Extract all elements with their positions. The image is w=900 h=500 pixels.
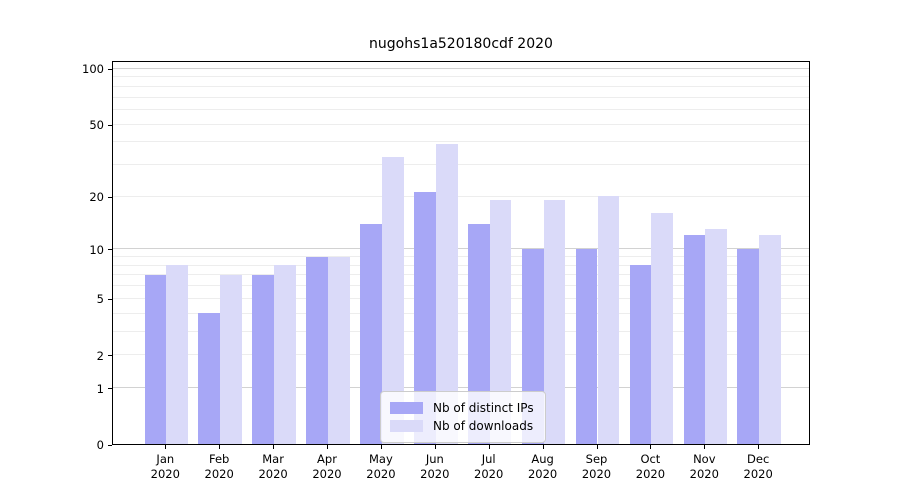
- x-tick-label-sep: Sep 2020: [581, 452, 612, 481]
- bar-distinct-ips-jun: [414, 192, 436, 444]
- x-tick-label-aug: Aug 2020: [527, 452, 558, 481]
- bar-distinct-ips-may: [360, 223, 382, 444]
- bar-distinct-ips-dec: [737, 248, 760, 444]
- x-tick-may: [380, 445, 382, 449]
- y-tick-label-20: 20: [89, 190, 104, 205]
- bar-downloads-may: [381, 157, 404, 444]
- y-tick-label-2: 2: [96, 348, 104, 363]
- gridline-90: [113, 76, 809, 78]
- bar-distinct-ips-jul: [467, 223, 490, 444]
- x-tick-nov: [704, 445, 706, 449]
- gridline-6: [113, 285, 809, 287]
- y-tick-20: [108, 196, 112, 198]
- y-tick-label-1: 1: [96, 381, 104, 396]
- bar-downloads-dec: [759, 235, 781, 444]
- x-tick-label-may: May 2020: [366, 452, 396, 481]
- bar-downloads-jan: [166, 265, 189, 444]
- bar-downloads-apr: [328, 256, 350, 444]
- gridline-8: [113, 264, 809, 266]
- gridline-30: [113, 164, 809, 166]
- gridline-10: [113, 248, 809, 250]
- x-tick-aug: [542, 445, 544, 449]
- x-tick-dec: [758, 445, 760, 449]
- x-tick-jun: [434, 445, 436, 449]
- gridline-7: [113, 274, 809, 276]
- gridline-2: [113, 354, 809, 356]
- y-tick-1: [108, 388, 112, 390]
- legend-label-distinct-ips: Nb of distinct IPs: [433, 401, 534, 415]
- bar-downloads-aug: [543, 200, 566, 444]
- bar-distinct-ips-apr: [306, 256, 328, 444]
- gridline-9: [113, 256, 809, 258]
- gridline-1: [113, 387, 809, 389]
- x-tick-label-jun: Jun 2020: [420, 452, 450, 481]
- x-tick-label-mar: Mar 2020: [258, 452, 288, 481]
- bar-downloads-jun: [435, 143, 458, 444]
- x-tick-label-jan: Jan 2020: [150, 452, 180, 481]
- y-tick-label-5: 5: [96, 292, 104, 307]
- y-tick-label-0: 0: [96, 438, 104, 452]
- x-tick-oct: [650, 445, 652, 449]
- x-tick-label-apr: Apr 2020: [312, 452, 342, 481]
- y-tick-2: [108, 355, 112, 357]
- gridline-20: [113, 195, 809, 197]
- legend-label-downloads: Nb of downloads: [433, 419, 534, 433]
- y-tick-5: [108, 298, 112, 300]
- bar-distinct-ips-jan: [144, 274, 167, 444]
- x-tick-sep: [596, 445, 598, 449]
- x-tick-jul: [488, 445, 490, 449]
- bar-downloads-sep: [597, 196, 620, 444]
- legend: Nb of distinct IPs Nb of downloads: [380, 391, 546, 443]
- bar-downloads-feb: [220, 274, 242, 444]
- gridline-60: [113, 108, 809, 110]
- y-tick-label-100: 100: [82, 62, 104, 77]
- gridline-3: [113, 330, 809, 332]
- bar-distinct-ips-feb: [198, 313, 221, 444]
- legend-item-distinct-ips: Nb of distinct IPs: [390, 400, 535, 416]
- bar-distinct-ips-mar: [252, 274, 275, 444]
- bar-distinct-ips-nov: [683, 235, 706, 444]
- bar-downloads-oct: [651, 213, 674, 444]
- bar-distinct-ips-oct: [629, 265, 652, 444]
- legend-swatch-distinct-ips: [390, 402, 423, 414]
- legend-item-downloads: Nb of downloads: [390, 418, 535, 434]
- y-tick-50: [108, 124, 112, 126]
- y-tick-10: [108, 249, 112, 251]
- bar-downloads-nov: [705, 229, 728, 444]
- gridline-50: [113, 123, 809, 125]
- x-tick-label-nov: Nov 2020: [689, 452, 719, 481]
- y-tick-100: [108, 68, 112, 70]
- gridline-100: [113, 67, 809, 69]
- gridline-70: [113, 96, 809, 98]
- x-tick-label-feb: Feb 2020: [204, 452, 234, 481]
- plot-area: [112, 61, 810, 445]
- x-tick-mar: [273, 445, 275, 449]
- x-tick-label-oct: Oct 2020: [635, 452, 666, 481]
- bar-downloads-jul: [489, 200, 512, 444]
- gridline-80: [113, 85, 809, 87]
- bar-downloads-mar: [274, 265, 296, 444]
- gridline-4: [113, 312, 809, 314]
- y-tick-label-10: 10: [89, 242, 104, 257]
- x-tick-label-jul: Jul 2020: [474, 452, 504, 481]
- x-tick-label-dec: Dec 2020: [743, 452, 773, 481]
- chart-title: nugohs1a520180cdf 2020: [369, 36, 553, 52]
- y-tick-0: [108, 444, 112, 446]
- y-tick-label-50: 50: [89, 118, 104, 133]
- gridline-5: [113, 297, 809, 299]
- legend-swatch-downloads: [390, 420, 423, 432]
- x-tick-apr: [327, 445, 328, 449]
- gridline-40: [113, 141, 809, 143]
- x-tick-jan: [165, 445, 167, 449]
- bar-distinct-ips-sep: [575, 248, 598, 444]
- x-tick-feb: [219, 445, 221, 449]
